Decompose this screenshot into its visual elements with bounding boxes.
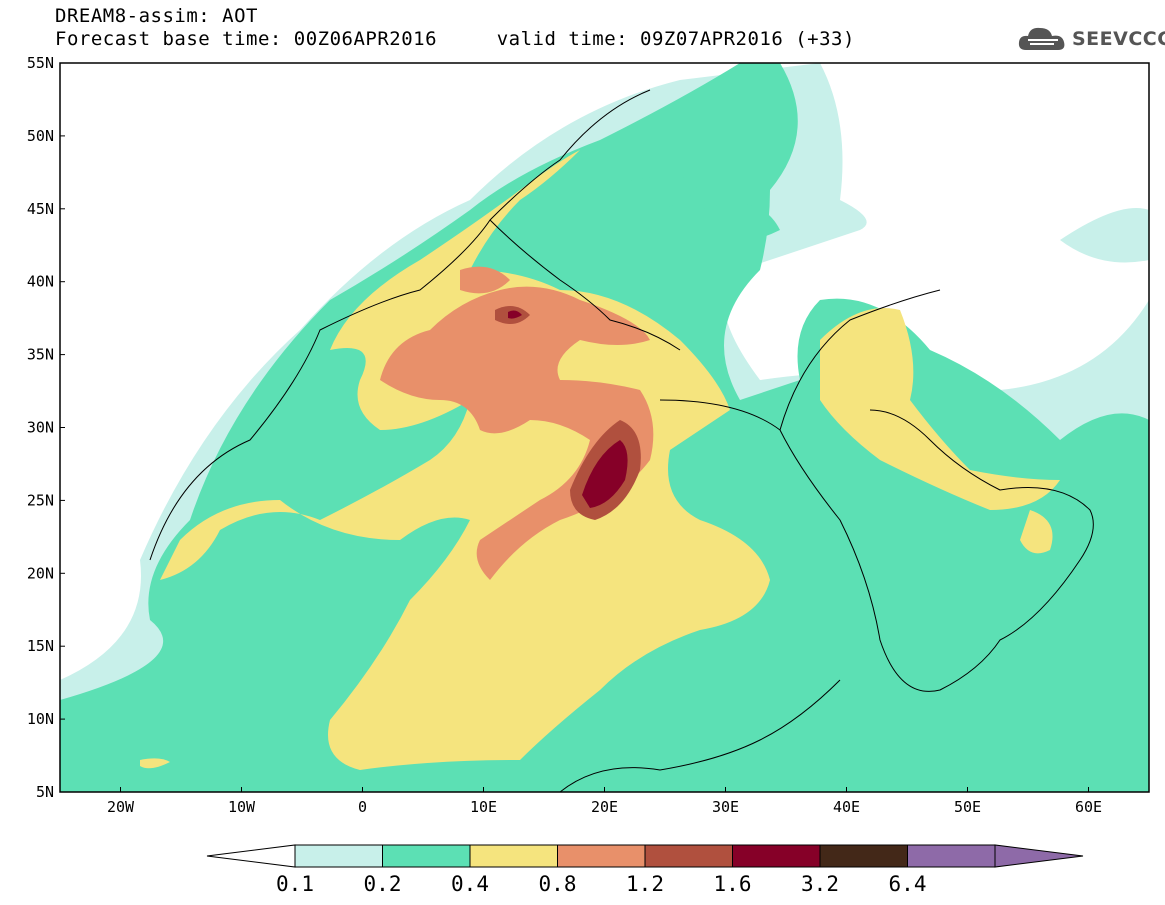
coastlines <box>149 89 1094 792</box>
lat-label: 20N <box>27 564 54 582</box>
lon-label: 60E <box>1075 798 1102 816</box>
lon-label: 0 <box>358 798 367 816</box>
colorbar-label: 1.6 <box>714 872 752 896</box>
lon-label: 10W <box>228 798 256 816</box>
lon-label: 20W <box>107 798 135 816</box>
lon-label: 50E <box>954 798 981 816</box>
colorbar-box <box>557 844 646 868</box>
colorbar-box <box>644 844 733 868</box>
lat-label: 55N <box>27 54 54 72</box>
colorbar-label: 1.2 <box>626 872 664 896</box>
colorbar-box <box>819 844 908 868</box>
colorbar-box <box>469 844 558 868</box>
colorbar-box <box>732 844 821 868</box>
lon-label: 20E <box>591 798 618 816</box>
lat-label: 30N <box>27 419 54 437</box>
colorbar: 0.1 0.2 0.4 0.8 1.2 1.6 3.2 6.4 <box>206 844 1084 896</box>
lon-label: 10E <box>470 798 497 816</box>
lat-label: 35N <box>27 346 54 364</box>
longitude-labels: 20W 10W 0 10E 20E 30E 40E 50E 60E <box>107 787 1102 816</box>
colorbar-label: 0.2 <box>364 872 402 896</box>
map-title: DREAM8-assim: AOT <box>55 5 258 27</box>
colorbar-arrow-right <box>994 844 1084 868</box>
lon-label: 40E <box>833 798 860 816</box>
aot-field <box>60 63 1149 792</box>
lon-label: 30E <box>712 798 739 816</box>
aot-contour-0.4 <box>140 150 1060 770</box>
forecast-time-line: Forecast base time: 00Z06APR2016 valid t… <box>55 28 855 50</box>
colorbar-arrow-left <box>206 844 296 868</box>
lat-label: 45N <box>27 200 54 218</box>
colorbar-box <box>907 844 996 868</box>
colorbar-label: 0.1 <box>276 872 314 896</box>
colorbar-label: 0.8 <box>539 872 577 896</box>
lat-label: 50N <box>27 127 54 145</box>
colorbar-label: 3.2 <box>801 872 839 896</box>
colorbar-label: 0.4 <box>451 872 489 896</box>
latitude-labels: 55N 50N 45N 40N 35N 30N 25N 20N 15N 10N 5N <box>27 54 65 801</box>
seevccc-logo: SEEVCCC <box>1018 24 1165 54</box>
aot-contour-1.6 <box>508 310 628 508</box>
colorbar-box <box>294 844 383 868</box>
lat-label: 5N <box>36 783 54 801</box>
lat-label: 10N <box>27 710 54 728</box>
lat-label: 15N <box>27 637 54 655</box>
colorbar-box <box>382 844 471 868</box>
colorbar-label: 6.4 <box>889 872 927 896</box>
lat-label: 25N <box>27 491 54 509</box>
cloud-icon <box>1018 27 1065 50</box>
lat-label: 40N <box>27 273 54 291</box>
logo-text: SEEVCCC <box>1072 28 1165 50</box>
